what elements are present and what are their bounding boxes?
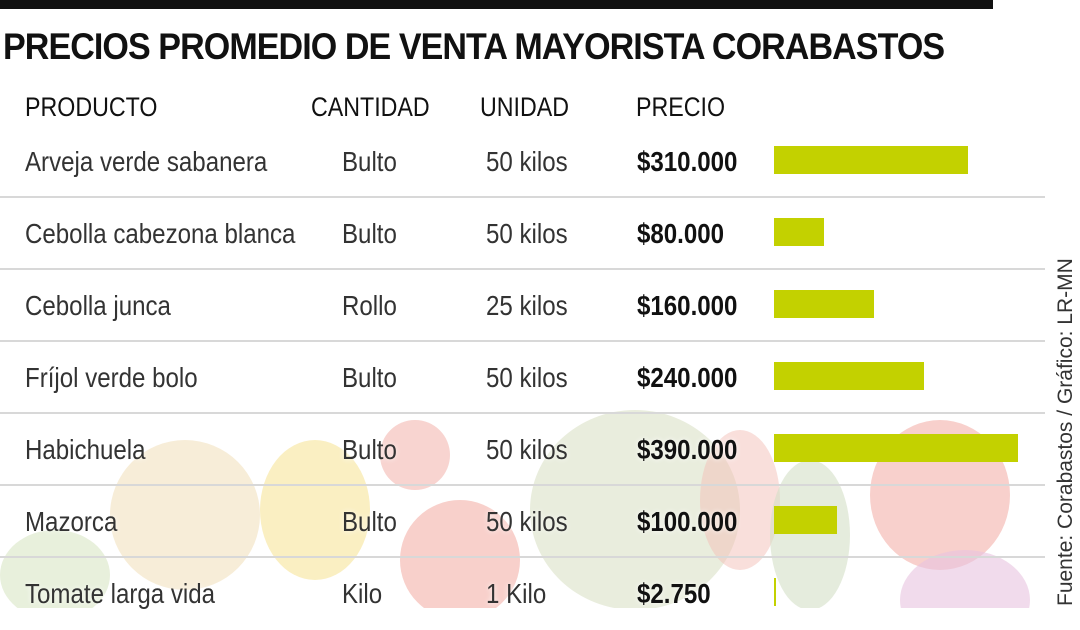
table-row: Cebolla cabezona blanca Bulto 50 kilos $80.… (0, 198, 1045, 270)
unit-cell: 50 kilos (486, 362, 568, 393)
quantity-cell: Bulto (342, 146, 397, 177)
unit-cell: 1 Kilo (486, 578, 547, 609)
price-label: $2.750 (637, 578, 711, 609)
header-cantidad: CANTIDAD (311, 92, 430, 122)
unit-cell: 50 kilos (486, 146, 568, 177)
produce-background-image (0, 380, 1080, 608)
table-row: Arveja verde sabanera Bulto 50 kilos $310.0… (0, 126, 1045, 198)
header-unidad: UNIDAD (480, 92, 570, 122)
price-label: $390.000 (637, 434, 738, 465)
quantity-cell: Bulto (342, 506, 397, 537)
price-label: $310.000 (637, 146, 738, 177)
source-note: Fuente: Corabastos / Gráfico: LR-MN (1054, 258, 1077, 606)
quantity-cell: Bulto (342, 362, 397, 393)
header-precio: PRECIO (636, 92, 726, 122)
quantity-cell: Kilo (342, 578, 383, 609)
product-name: Habichuela (25, 434, 146, 465)
product-name: Arveja verde sabanera (25, 146, 268, 177)
price-label: $240.000 (637, 362, 738, 393)
quantity-cell: Rollo (342, 290, 397, 321)
price-label: $100.000 (637, 506, 738, 537)
table-row: Tomate larga vida Kilo 1 Kilo $2.750 (0, 558, 1045, 630)
row-divider (0, 556, 1045, 558)
unit-cell: 50 kilos (486, 506, 568, 537)
header-producto: PRODUCTO (25, 92, 158, 122)
price-label: $80.000 (637, 218, 725, 249)
row-divider (0, 268, 1045, 270)
row-divider (0, 412, 1045, 414)
table-row: Habichuela Bulto 50 kilos $390.000 (0, 414, 1045, 486)
row-divider (0, 196, 1045, 198)
top-rule (0, 0, 993, 9)
row-divider (0, 340, 1045, 342)
quantity-cell: Bulto (342, 218, 397, 249)
quantity-cell: Bulto (342, 434, 397, 465)
product-name: Tomate larga vida (25, 578, 216, 609)
table-row: Fríjol verde bolo Bulto 50 kilos $240.000 (0, 342, 1045, 414)
unit-cell: 50 kilos (486, 434, 568, 465)
table-row: Mazorca Bulto 50 kilos $100.000 (0, 486, 1045, 558)
table-row: Cebolla junca Rollo 25 kilos $160.000 (0, 270, 1045, 342)
product-name: Fríjol verde bolo (25, 362, 198, 393)
price-label: $160.000 (637, 290, 738, 321)
row-divider (0, 484, 1045, 486)
chart-title: PRECIOS PROMEDIO DE VENTA MAYORISTA CORA… (3, 26, 945, 67)
unit-cell: 25 kilos (486, 290, 568, 321)
product-name: Cebolla cabezona blanca (25, 218, 296, 249)
unit-cell: 50 kilos (486, 218, 568, 249)
product-name: Cebolla junca (25, 290, 171, 321)
product-name: Mazorca (25, 506, 118, 537)
